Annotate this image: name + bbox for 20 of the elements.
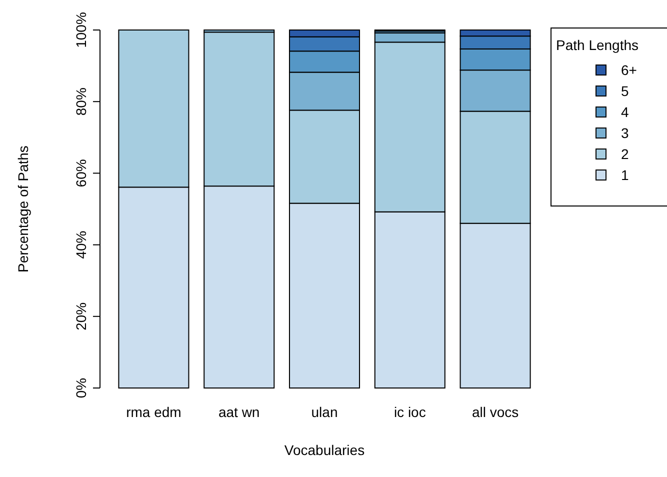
legend-label: 2 [621,146,629,162]
legend-label: 6+ [621,62,637,78]
legend-label: 4 [621,104,629,120]
y-tick-label: 0% [73,378,89,398]
y-tick-label: 40% [73,230,89,259]
x-tick-label: ulan [311,404,338,420]
x-tick-label: aat wn [218,404,260,420]
x-tick-label: all vocs [472,404,519,420]
x-tick-label: rma edm [126,404,182,420]
x-tick-label: ic ioc [394,404,426,420]
x-axis-title: Vocabularies [284,442,365,458]
y-tick-label: 80% [73,88,89,116]
legend-label: 5 [621,83,629,99]
y-tick-label: 20% [73,302,89,330]
y-axis-title: Percentage of Paths [15,146,31,272]
y-tick-label: 100% [73,12,89,48]
legend-label: 3 [621,125,629,141]
legend-label: 1 [621,167,629,183]
y-tick-label: 60% [73,159,89,188]
legend-title: Path Lengths [556,37,639,53]
